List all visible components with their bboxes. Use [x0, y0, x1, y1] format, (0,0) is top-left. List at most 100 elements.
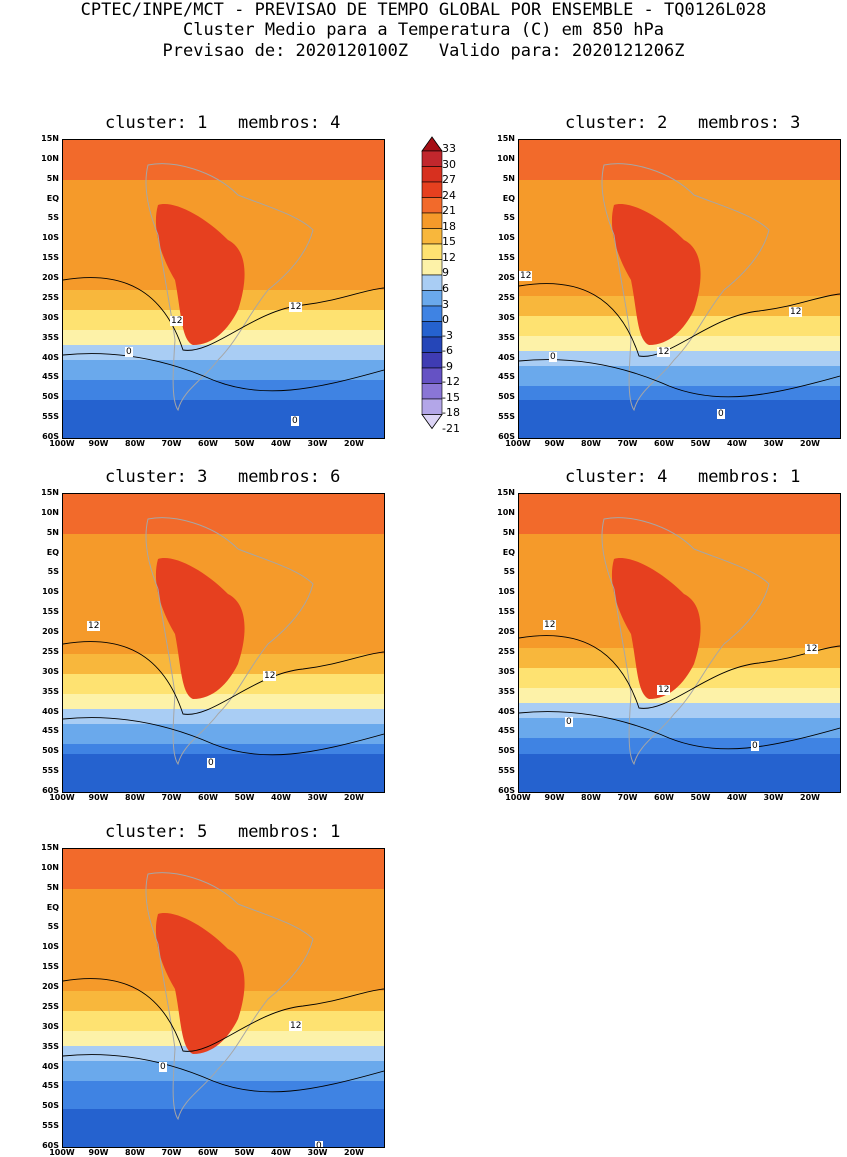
longitude-label: 60W	[198, 793, 218, 802]
contour-12	[519, 283, 840, 357]
latitude-label: 10S	[42, 587, 59, 597]
contour-label: 0	[291, 416, 299, 426]
contour-0	[63, 353, 384, 392]
temperature-band	[63, 1061, 384, 1082]
warm-core-region	[611, 204, 701, 345]
longitude-label: 70W	[617, 439, 638, 448]
latitude-label: 30S	[498, 666, 515, 676]
longitude-label: 80W	[581, 439, 601, 448]
latitude-label: 25S	[42, 292, 59, 302]
latitude-label: 10S	[498, 233, 515, 243]
latitude-label: 50S	[498, 392, 515, 402]
latitude-label: 35S	[42, 332, 59, 342]
temperature-band	[63, 1081, 384, 1110]
colorbar-tick-label: -12	[442, 375, 460, 389]
longitude-label: 70W	[617, 793, 638, 802]
longitude-label: 60W	[198, 439, 218, 448]
colorbar-swatch	[421, 274, 443, 291]
temperature-band	[519, 754, 840, 792]
longitude-label: 90W	[88, 439, 109, 448]
latitude-label: 60S	[498, 432, 515, 441]
colorbar-swatch	[421, 243, 443, 260]
temperature-band	[519, 738, 840, 755]
colorbar-tick-label: 21	[442, 204, 456, 218]
temperature-band	[519, 718, 840, 739]
latitude-label: 15S	[42, 962, 59, 972]
longitude-label: 50W	[690, 439, 711, 448]
colorbar-tick-label: 0	[442, 313, 449, 327]
longitude-label: 70W	[161, 793, 182, 802]
latitude-label: 5N	[502, 527, 515, 537]
colorbar-swatch	[421, 228, 443, 245]
latitude-label: 5N	[46, 882, 59, 892]
colorbar-swatch	[421, 212, 443, 229]
colorbar-swatch	[421, 150, 443, 167]
latitude-label: 35S	[498, 686, 515, 696]
colorbar-tick-label: 27	[442, 173, 456, 187]
latitude-label: 30S	[42, 1021, 59, 1031]
colorbar-tick-label: 3	[442, 297, 449, 311]
latitude-label: 15N	[41, 488, 59, 497]
colorbar-tick-label: 33	[442, 142, 456, 155]
temperature-band	[63, 1046, 384, 1062]
colorbar-swatch	[421, 367, 443, 384]
latitude-label: 55S	[42, 412, 59, 422]
temperature-band	[63, 849, 384, 890]
contour-label: 12	[789, 307, 803, 317]
continent-outline	[145, 163, 314, 412]
latitude-label: 10N	[41, 153, 59, 163]
latitude-label: 55S	[42, 766, 59, 776]
latitude-label: 10S	[498, 587, 515, 597]
colorbar-tick-label: 12	[442, 250, 456, 264]
longitude-label: 30W	[763, 439, 784, 448]
colorbar-tick-label: -3	[442, 328, 453, 342]
colorbar-tick-label: 18	[442, 219, 456, 233]
latitude-label: 5N	[46, 527, 59, 537]
longitude-label: 70W	[161, 1148, 182, 1157]
temperature-band	[519, 351, 840, 367]
latitude-label: 50S	[498, 746, 515, 756]
latitude-label: 20S	[42, 982, 59, 992]
latitude-label: 5S	[503, 567, 515, 577]
colorbar-top-arrow	[421, 136, 443, 152]
latitude-label: 15N	[497, 134, 515, 143]
colorbar-swatch	[421, 336, 443, 353]
latitude-label: 40S	[498, 706, 515, 716]
contour-label: 0	[125, 347, 133, 357]
temperature-map: 12 12 12 0 0	[518, 493, 841, 793]
temperature-band	[63, 1109, 384, 1147]
temperature-band	[63, 360, 384, 381]
longitude-label: 30W	[307, 439, 328, 448]
panel-title: cluster: 4 membros: 1	[565, 467, 801, 487]
temperature-band	[519, 140, 840, 181]
contour-label: 0	[207, 758, 215, 768]
colorbar-swatch	[421, 166, 443, 183]
latitude-label: 15N	[497, 488, 515, 497]
temperature-field	[63, 140, 384, 438]
temperature-band	[63, 400, 384, 438]
temperature-band	[519, 366, 840, 387]
colorbar-swatch	[421, 259, 443, 276]
latitude-label: 60S	[42, 432, 59, 441]
contour-12	[63, 978, 384, 1052]
latitude-label: 25S	[42, 646, 59, 656]
longitude-label: 40W	[271, 793, 291, 802]
contour-label: 12	[805, 644, 819, 654]
temperature-field	[63, 849, 384, 1147]
latitude-label: 50S	[42, 392, 59, 402]
temperature-field	[63, 494, 384, 792]
colorbar-tick-label: 6	[442, 281, 449, 295]
longitude-label: 30W	[763, 793, 784, 802]
colorbar-tick-label: -9	[442, 359, 453, 373]
contour-0	[519, 359, 840, 398]
colorbar-tick-label: -15	[442, 390, 460, 404]
latitude-label: 45S	[42, 372, 59, 382]
longitude-label: 90W	[544, 793, 565, 802]
latitude-label: 15N	[41, 843, 59, 852]
contour-label: 12	[87, 621, 101, 631]
latitude-label: EQ	[502, 193, 515, 203]
temperature-band	[63, 140, 384, 181]
continent-outline	[601, 517, 770, 766]
temperature-map: 12 12 0 0	[62, 139, 385, 439]
latitude-label: 55S	[498, 766, 515, 776]
